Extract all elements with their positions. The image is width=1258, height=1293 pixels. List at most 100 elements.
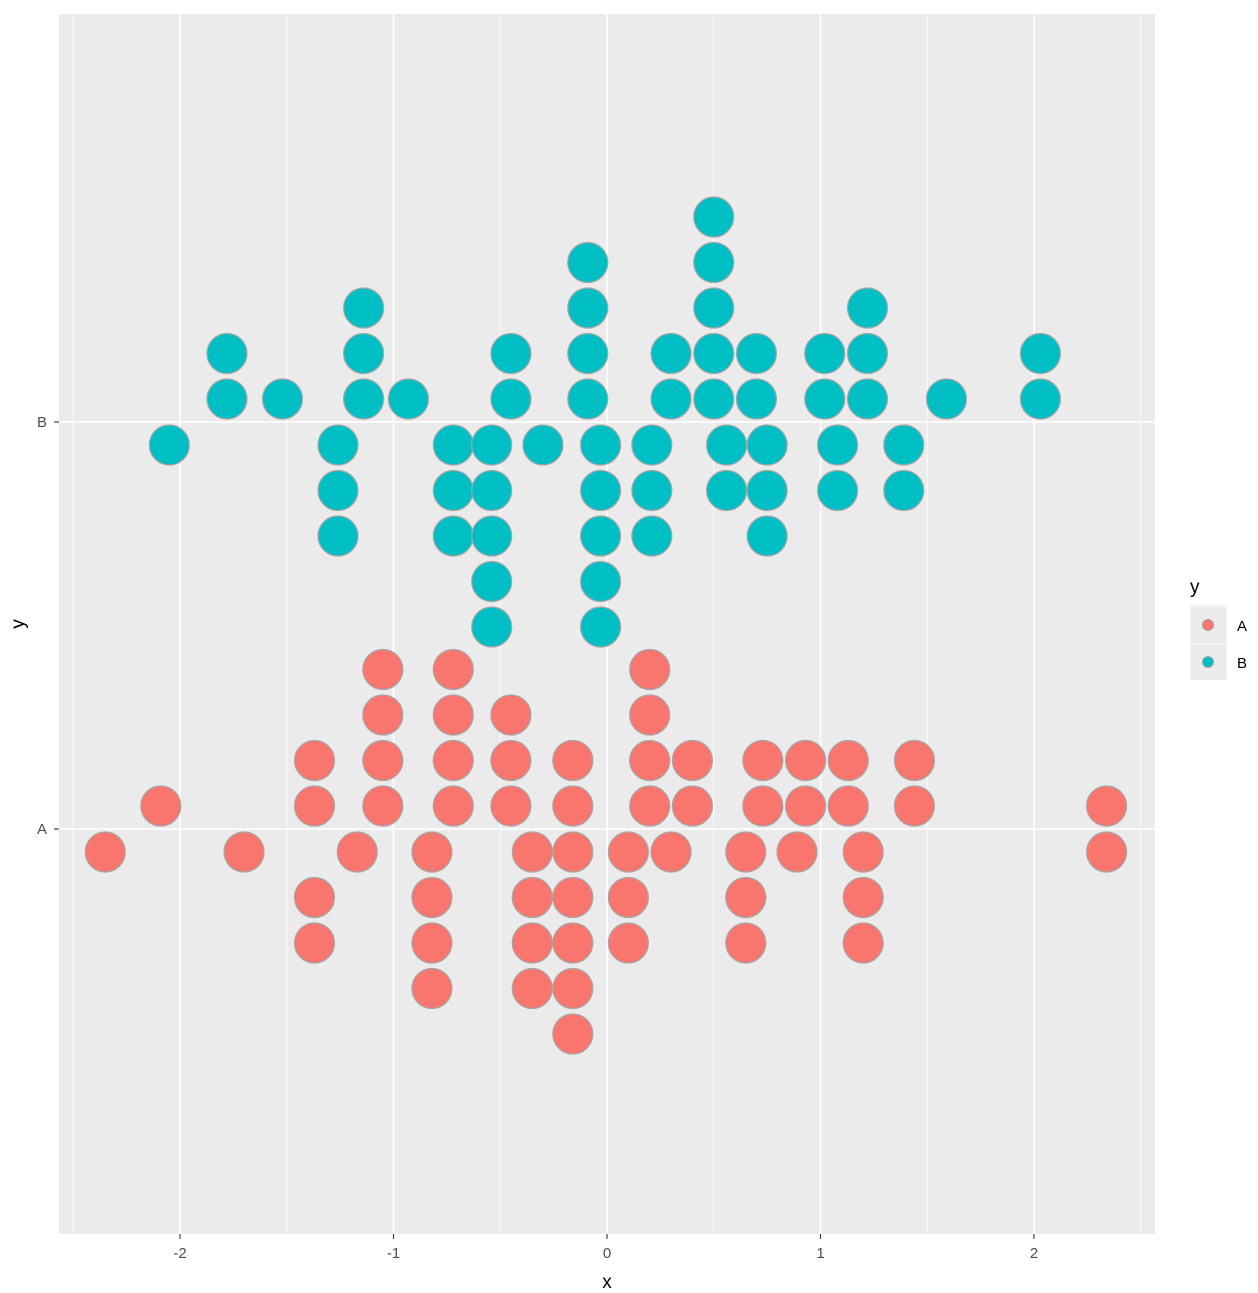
dot-point (607, 922, 649, 964)
dot-point (471, 515, 513, 557)
dot-point (387, 378, 430, 420)
dot-point (432, 739, 474, 782)
dot-point (552, 876, 594, 919)
legend-title: y (1190, 577, 1200, 598)
dot-point (1085, 831, 1128, 873)
legend: y A B (1190, 577, 1247, 680)
x-tick-label: -2 (173, 1245, 186, 1262)
dot-point (650, 332, 692, 375)
dot-point (883, 424, 925, 466)
dot-point (631, 424, 673, 466)
dot-point (693, 287, 735, 329)
dot-point (629, 648, 671, 691)
dot-point (511, 922, 553, 964)
dot-point (552, 922, 594, 964)
dot-point (579, 606, 622, 648)
dot-point (567, 287, 609, 329)
dot-point (579, 469, 622, 512)
dot-point (317, 424, 359, 466)
dot-point (746, 424, 788, 466)
dot-point (471, 560, 513, 603)
dot-point (567, 378, 609, 420)
dot-point (552, 1013, 594, 1055)
dot-point (725, 922, 767, 964)
dot-point (261, 378, 304, 420)
dot-point (883, 469, 925, 512)
dot-point (343, 332, 385, 375)
x-tick-label: 0 (603, 1245, 611, 1262)
dot-point (411, 831, 453, 873)
x-tick-label: 2 (1030, 1245, 1038, 1262)
dot-point (511, 876, 553, 919)
dot-point (567, 241, 609, 284)
dot-point (746, 469, 788, 512)
dot-point (893, 785, 936, 827)
dot-point (693, 332, 735, 375)
x-tick-label: 1 (816, 1245, 824, 1262)
dot-point (804, 332, 846, 375)
dot-point (362, 739, 404, 782)
dot-point (432, 515, 474, 557)
y-tick-label: B (37, 414, 47, 431)
dot-point (735, 332, 778, 375)
dot-point (317, 469, 359, 512)
dot-point (784, 785, 827, 827)
dot-point (293, 739, 336, 782)
dot-point (631, 469, 673, 512)
dot-point (735, 378, 778, 420)
dot-point (490, 694, 532, 736)
dot-point (579, 515, 622, 557)
dot-point (671, 785, 714, 827)
dot-point (511, 831, 553, 873)
dot-point (522, 424, 564, 466)
dot-point (206, 378, 248, 420)
major-gridlines (59, 14, 1155, 1234)
dot-point (725, 876, 767, 919)
dot-point (629, 739, 671, 782)
dot-point (552, 785, 594, 827)
dot-point (816, 424, 859, 466)
dot-point (631, 515, 673, 557)
dot-point (1019, 378, 1062, 420)
dot-layer (84, 196, 1128, 1055)
dot-point (362, 694, 404, 736)
dot-point (827, 785, 869, 827)
dot-point (490, 332, 532, 375)
dot-point (293, 785, 336, 827)
legend-label: A (1237, 618, 1247, 635)
y-tick-label: A (37, 821, 47, 838)
dot-point (432, 694, 474, 736)
x-axis-title: x (602, 1272, 612, 1293)
dot-point (705, 424, 748, 466)
x-axis: -2 -1 0 1 2 (173, 1234, 1038, 1262)
dot-point (432, 424, 474, 466)
dot-point (784, 739, 827, 782)
dot-point (650, 831, 692, 873)
dot-point (1085, 785, 1128, 827)
dot-point (336, 831, 378, 873)
dot-point (362, 648, 404, 691)
dot-point (567, 332, 609, 375)
dot-point (1019, 332, 1062, 375)
dot-point (552, 831, 594, 873)
dot-point (432, 785, 474, 827)
dot-point (842, 876, 884, 919)
dot-point (629, 785, 671, 827)
dot-point (893, 739, 936, 782)
dot-point (411, 922, 453, 964)
dot-point (693, 378, 735, 420)
dot-point (693, 241, 735, 284)
dot-point (579, 424, 622, 466)
dot-point (705, 469, 748, 512)
dot-point (607, 876, 649, 919)
dot-point (629, 694, 671, 736)
dot-point (471, 469, 513, 512)
legend-key-dot (1202, 656, 1214, 668)
dot-point (490, 739, 532, 782)
dot-point (816, 469, 859, 512)
dot-point (293, 876, 336, 919)
dot-point (579, 560, 622, 603)
dot-point (776, 831, 818, 873)
dot-point (846, 332, 889, 375)
y-axis-title: y (8, 619, 29, 629)
